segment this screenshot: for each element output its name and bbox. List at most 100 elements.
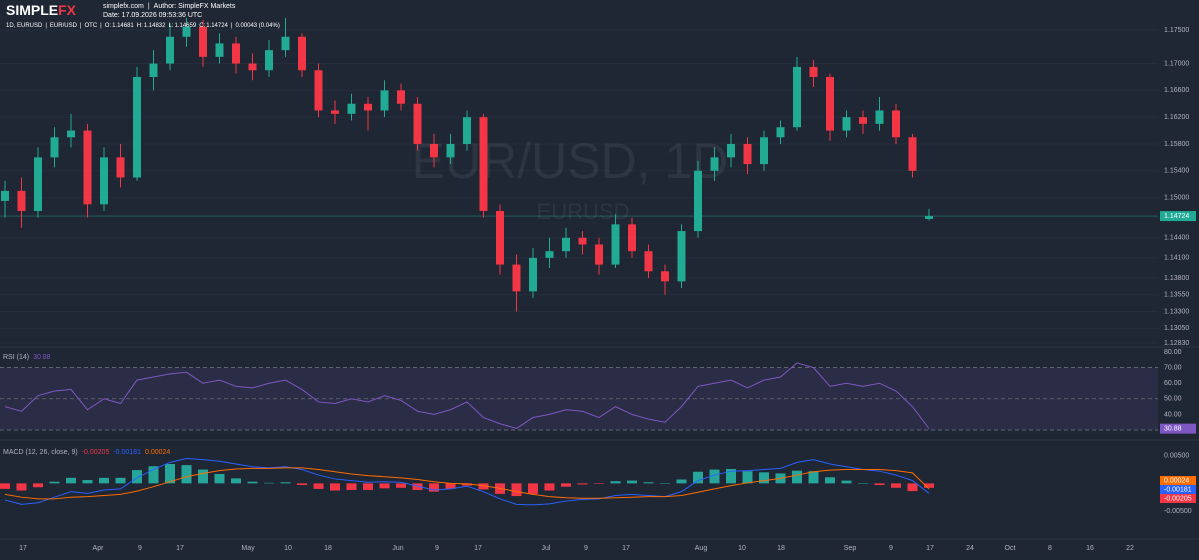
- y-tick-label: 1.14100: [1164, 255, 1189, 262]
- candle-body: [182, 26, 191, 37]
- ohlc-label: L:: [168, 23, 173, 29]
- macd-histogram-bar: [214, 473, 225, 484]
- macd-histogram-bar: [841, 480, 852, 484]
- x-tick-label: 17: [926, 545, 934, 552]
- x-tick-label: 8: [1048, 545, 1052, 552]
- candle-body: [793, 66, 801, 128]
- x-tick-label: 17: [19, 545, 27, 552]
- macd-readout-label: 0.00024: [1164, 477, 1189, 484]
- candle-body: [892, 110, 900, 138]
- x-tick-label: 17: [622, 545, 630, 552]
- rsi-value-label: 30.88: [1164, 425, 1182, 432]
- y-tick-label: 0.00500: [1164, 453, 1189, 460]
- macd-histogram-bar: [132, 470, 142, 484]
- macd-line: [4, 467, 930, 500]
- macd-histogram-bar: [528, 483, 538, 494]
- y-tick-label: 80.00: [1164, 349, 1182, 356]
- macd-histogram-bar: [99, 477, 109, 484]
- x-tick-label: 10: [284, 545, 292, 552]
- macd-readout-label: -0.00205: [1164, 495, 1192, 502]
- x-tick-label: 16: [1086, 545, 1094, 552]
- macd-histogram-bar: [181, 465, 192, 484]
- candle-body: [512, 264, 521, 292]
- macd-histogram-bar: [66, 477, 76, 484]
- macd-histogram-bar: [82, 480, 93, 484]
- macd-readout: -0.00181: [113, 449, 141, 456]
- rsi-value: 30.88: [33, 354, 51, 361]
- symbol-legend: 1D, EURUSD | EUR/USD | OTC | O:1.14681 H:1.1483…: [6, 23, 280, 29]
- macd-histogram-bar: [577, 483, 588, 485]
- macd-readout-box: [1160, 494, 1196, 503]
- macd-histogram-bar: [792, 470, 802, 484]
- macd-line: [4, 457, 930, 506]
- candle-body: [842, 117, 851, 131]
- sep: |: [80, 23, 82, 29]
- ohlc-value: 1.14681: [112, 23, 134, 29]
- y-tick-label: 40.00: [1164, 411, 1182, 418]
- macd-histogram-bar: [33, 483, 43, 488]
- macd-legend: MACD (12, 26, close, 9) -0.00205 -0.00181 0…: [3, 449, 170, 456]
- macd-histogram-bar: [264, 482, 274, 484]
- macd-histogram-bar: [561, 483, 571, 487]
- macd-histogram-bar: [297, 483, 307, 486]
- macd-histogram-bar: [478, 483, 489, 490]
- candle-body: [529, 257, 537, 292]
- x-tick-label: 10: [738, 545, 746, 552]
- x-tick-label: Sep: [844, 545, 857, 552]
- candle-body: [347, 103, 356, 114]
- candle-body: [298, 36, 306, 71]
- candle-body: [496, 210, 504, 265]
- candle-body: [34, 157, 42, 211]
- rsi-title: RSI (14): [3, 354, 29, 361]
- macd-histogram-bar: [445, 483, 456, 489]
- macd-histogram-bar: [907, 483, 918, 492]
- macd-histogram-bar: [16, 483, 27, 491]
- macd-histogram-bar: [610, 481, 621, 484]
- author: Author: SimpleFX Markets: [154, 3, 236, 10]
- symbol-info: 1D, EURUSD: [6, 23, 43, 29]
- x-tick-label: Jul: [542, 545, 551, 552]
- candle-body: [199, 26, 207, 57]
- candle-body: [100, 157, 108, 205]
- candle-body: [364, 103, 372, 111]
- rsi-legend: RSI (14) 30.88: [3, 354, 51, 361]
- macd-histogram-bar: [247, 481, 258, 484]
- candle-body: [430, 143, 438, 158]
- ohlc-value: 1.14832: [144, 23, 166, 29]
- candle-body: [1, 190, 9, 201]
- y-tick-label: 1.13050: [1164, 325, 1189, 332]
- y-tick-label: 1.13550: [1164, 292, 1189, 299]
- candle-body: [232, 43, 240, 64]
- candle-body: [446, 143, 455, 158]
- macd-histogram-bar: [759, 472, 769, 484]
- candle-body: [67, 130, 75, 138]
- candle-body: [760, 137, 768, 165]
- candle-body: [83, 130, 92, 205]
- macd-readout: -0.00205: [82, 449, 110, 456]
- candle-body: [413, 103, 422, 144]
- macd-histogram-bar: [594, 483, 604, 484]
- macd-readout: 0.00024: [145, 449, 170, 456]
- macd-histogram-bar: [693, 471, 703, 484]
- macd-histogram-bar: [924, 483, 934, 488]
- candle-body: [133, 76, 141, 178]
- macd-histogram-bar: [115, 477, 126, 484]
- macd-histogram-bar: [462, 483, 472, 486]
- rsi-value-box: [1160, 423, 1196, 434]
- macd-readout-box: [1160, 485, 1196, 494]
- macd-histogram-bar: [231, 478, 241, 484]
- x-tick-label: May: [241, 545, 255, 552]
- candle-body: [265, 50, 273, 71]
- candle-body: [710, 157, 719, 171]
- sep: |: [45, 23, 47, 29]
- change: 0.00043 (0.04%): [235, 23, 279, 29]
- candle-body: [397, 90, 405, 104]
- macd-histogram-bar: [346, 483, 357, 490]
- candle-body: [595, 244, 603, 265]
- macd-readout-box: [1160, 476, 1196, 485]
- candle-body: [908, 137, 917, 171]
- candle-body: [331, 110, 339, 114]
- candle-body: [611, 224, 620, 265]
- source: simplefx.com: [103, 3, 144, 10]
- candle-body: [859, 117, 867, 124]
